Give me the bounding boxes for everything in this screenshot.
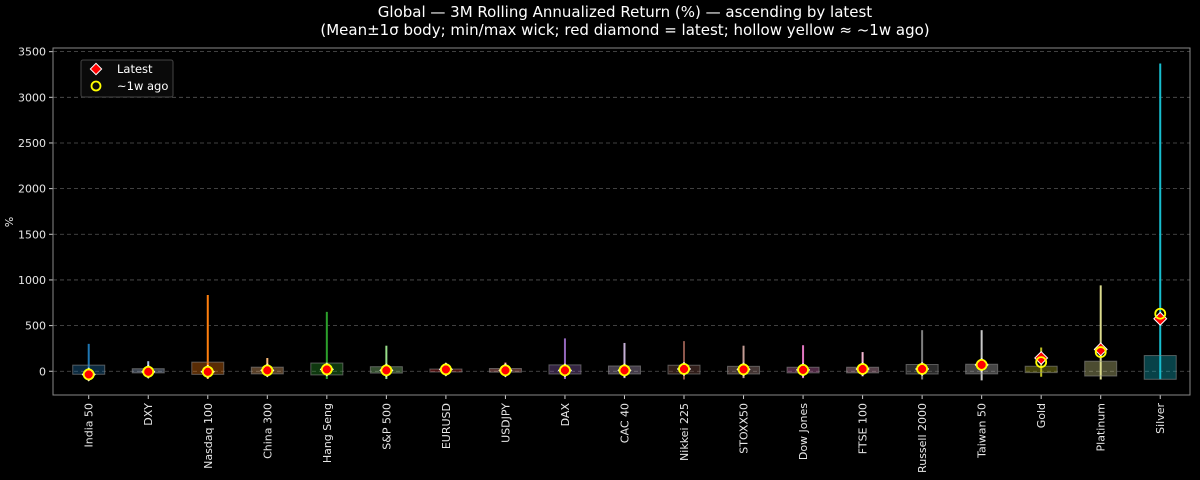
series-platinum: Platinum bbox=[1084, 285, 1118, 451]
week-ago-marker bbox=[797, 363, 809, 376]
series-taiwan-50: Taiwan 50 bbox=[965, 330, 999, 459]
week-ago-marker bbox=[1154, 307, 1167, 320]
week-ago-marker bbox=[678, 363, 690, 375]
x-tick-label: Nikkei 225 bbox=[678, 403, 691, 461]
legend-week-ago-marker bbox=[90, 80, 102, 92]
y-tick-label: 0 bbox=[39, 365, 46, 378]
y-tick-label: 1000 bbox=[18, 274, 46, 287]
series-dow-jones: Dow Jones bbox=[786, 345, 820, 460]
x-tick-label: STOXX50 bbox=[738, 403, 751, 454]
x-tick-label: DAX bbox=[559, 403, 572, 427]
week-ago-marker bbox=[1035, 356, 1048, 369]
series-gold: Gold bbox=[1024, 347, 1058, 428]
y-tick-label: 500 bbox=[25, 320, 46, 333]
week-ago-marker bbox=[1094, 346, 1107, 358]
x-tick-label: DXY bbox=[142, 403, 155, 426]
body bbox=[1084, 360, 1118, 377]
x-tick-label: USDJPY bbox=[499, 403, 512, 443]
week-ago-marker bbox=[737, 363, 750, 376]
y-tick-label: 2000 bbox=[18, 183, 46, 196]
week-ago-marker bbox=[975, 358, 988, 371]
legend-latest-marker bbox=[89, 62, 103, 76]
x-tick-label: India 50 bbox=[83, 403, 96, 448]
series-cac-40: CAC 40 bbox=[607, 342, 641, 443]
week-ago-marker bbox=[261, 364, 274, 377]
series-nasdaq-100: Nasdaq 100 bbox=[191, 295, 225, 469]
x-tick-label: CAC 40 bbox=[618, 403, 631, 443]
x-tick-label: Dow Jones bbox=[797, 403, 810, 460]
chart-subtitle: (Mean±1σ body; min/max wick; red diamond… bbox=[320, 21, 929, 39]
series-hang-seng: Hang Seng bbox=[310, 311, 344, 463]
legend-week-ago-label: ~1w ago bbox=[117, 79, 168, 93]
series-silver: Silver bbox=[1143, 63, 1177, 434]
legend-latest-label: Latest bbox=[117, 62, 153, 76]
latest-marker bbox=[1093, 342, 1108, 357]
series-eurusd: EURUSD bbox=[429, 362, 463, 449]
week-ago-marker bbox=[201, 365, 214, 378]
series-india-50: India 50 bbox=[72, 343, 106, 448]
series-ftse-100: FTSE 100 bbox=[846, 352, 880, 454]
series-nikkei-225: Nikkei 225 bbox=[667, 341, 701, 461]
y-tick-label: 3000 bbox=[18, 91, 46, 104]
week-ago-marker bbox=[499, 364, 512, 377]
plot-frame bbox=[52, 47, 1191, 396]
week-ago-marker bbox=[856, 363, 869, 375]
series-russell-2000: Russell 2000 bbox=[905, 330, 939, 473]
week-ago-marker bbox=[439, 363, 452, 376]
series-dax: DAX bbox=[548, 338, 582, 427]
x-tick-label: Russell 2000 bbox=[916, 403, 929, 473]
week-ago-marker bbox=[916, 363, 929, 375]
series-usdjpy: USDJPY bbox=[488, 362, 522, 443]
body bbox=[1143, 355, 1177, 380]
week-ago-marker bbox=[380, 364, 393, 377]
x-tick-label: Taiwan 50 bbox=[976, 403, 989, 459]
chart-title: Global — 3M Rolling Annualized Return (%… bbox=[378, 3, 873, 21]
y-tick-label: 3500 bbox=[18, 46, 46, 59]
y-tick-label: 2500 bbox=[18, 137, 46, 150]
series-stoxx50: STOXX50 bbox=[727, 345, 761, 454]
x-tick-label: Hang Seng bbox=[321, 403, 334, 463]
legend-box bbox=[80, 59, 174, 98]
x-tick-label: Silver bbox=[1154, 403, 1167, 434]
x-tick-label: EURUSD bbox=[440, 403, 453, 449]
x-tick-label: FTSE 100 bbox=[857, 403, 870, 454]
x-tick-label: S&P 500 bbox=[380, 403, 393, 450]
week-ago-marker bbox=[142, 365, 155, 378]
series-china-300: China 300 bbox=[250, 358, 284, 459]
week-ago-marker bbox=[82, 368, 95, 381]
y-axis-label: % bbox=[3, 217, 16, 227]
series-s-p-500: S&P 500 bbox=[369, 345, 403, 450]
x-tick-label: China 300 bbox=[261, 403, 274, 459]
series-dxy: DXY bbox=[131, 361, 165, 426]
legend: Latest ~1w ago bbox=[80, 59, 174, 98]
x-tick-label: Platinum bbox=[1095, 403, 1108, 451]
x-tick-label: Gold bbox=[1035, 403, 1048, 428]
y-tick-label: 1500 bbox=[18, 228, 46, 241]
week-ago-marker bbox=[559, 364, 571, 377]
week-ago-marker bbox=[320, 363, 333, 376]
grid: 0 500 1000 1500 2000 2500 3000 3500 bbox=[18, 46, 1190, 378]
marks: India 50 DXY Nasdaq 100 China 300 Hang Seng S… bbox=[72, 63, 1177, 473]
week-ago-marker bbox=[618, 364, 631, 377]
x-tick-label: Nasdaq 100 bbox=[202, 403, 215, 469]
